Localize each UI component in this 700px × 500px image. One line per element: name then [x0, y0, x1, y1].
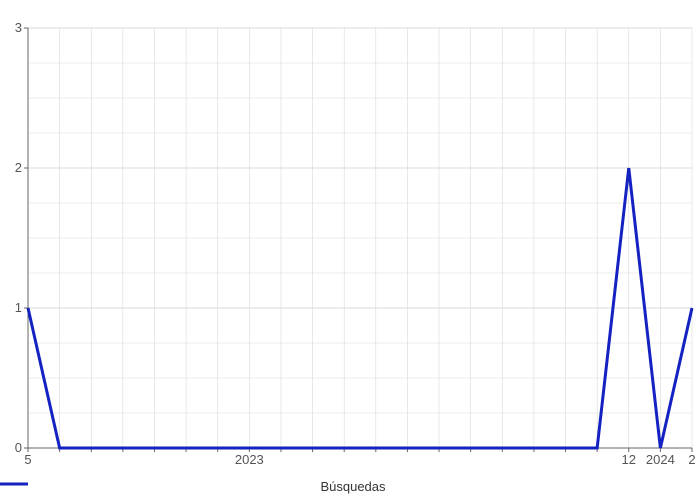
legend-label: Búsquedas [320, 479, 385, 494]
line-chart-plot [0, 0, 700, 500]
y-tick-label: 3 [2, 20, 22, 35]
x-tick-label: 2 [688, 452, 695, 467]
x-tick-label: 2024 [646, 452, 675, 467]
y-tick-label: 1 [2, 300, 22, 315]
y-tick-label: 0 [2, 440, 22, 455]
legend: Búsquedas [0, 479, 700, 494]
x-tick-label: 2023 [235, 452, 264, 467]
x-tick-label: 5 [24, 452, 31, 467]
x-tick-label: 12 [622, 452, 636, 467]
y-tick-label: 2 [2, 160, 22, 175]
